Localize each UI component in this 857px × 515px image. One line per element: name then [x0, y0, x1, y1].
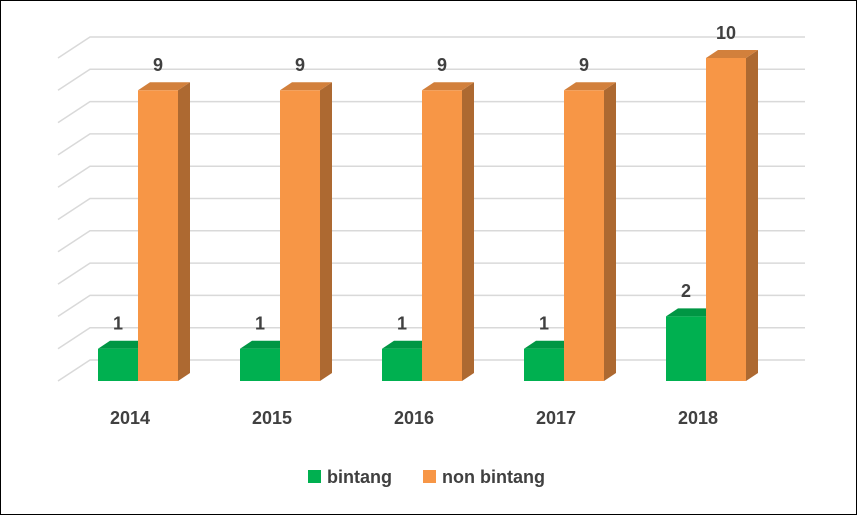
data-label: 10 [716, 23, 736, 43]
data-label: 9 [153, 55, 163, 75]
data-label: 2 [681, 281, 691, 301]
x-tick-label: 2018 [678, 408, 718, 428]
bar-top [138, 82, 190, 91]
bar-side [462, 82, 474, 382]
grid-line [57, 68, 805, 91]
legend-swatch [308, 470, 321, 483]
legend-label: bintang [327, 467, 392, 487]
bar-side [604, 82, 616, 382]
bar-front [422, 90, 462, 382]
bar [280, 82, 332, 382]
bar-front [666, 316, 706, 381]
data-label: 1 [539, 313, 549, 333]
bar-side [178, 82, 190, 382]
bar-side [746, 50, 758, 381]
data-label: 9 [579, 55, 589, 75]
x-tick-label: 2015 [252, 408, 292, 428]
bar-front [240, 348, 280, 381]
legend-label: non bintang [442, 467, 545, 487]
data-label: 1 [255, 313, 265, 333]
bar-front [382, 348, 422, 381]
bar-top [240, 340, 292, 349]
bar [422, 82, 474, 382]
data-label: 9 [295, 55, 305, 75]
bar-top [422, 82, 474, 91]
grid-line [57, 36, 805, 59]
x-tick-label: 2016 [394, 408, 434, 428]
data-label: 1 [397, 313, 407, 333]
bar-top [382, 340, 434, 349]
bar-top [666, 308, 718, 317]
bar-top [98, 340, 150, 349]
bar-front [524, 348, 564, 381]
bar-front [564, 90, 604, 382]
bar-front [98, 348, 138, 381]
bar-front [706, 58, 746, 381]
bar-top [524, 340, 576, 349]
data-label: 1 [113, 313, 123, 333]
bar-top [706, 50, 758, 58]
bar [138, 82, 190, 382]
bar-top [280, 82, 332, 91]
data-label: 9 [437, 55, 447, 75]
bar [564, 82, 616, 382]
legend-swatch [423, 470, 436, 483]
bar [706, 50, 758, 381]
x-tick-label: 2014 [110, 408, 150, 428]
bar-front [280, 90, 320, 382]
bar-top [564, 82, 616, 91]
x-tick-label: 2017 [536, 408, 576, 428]
bar-front [138, 90, 178, 382]
bar-side [320, 82, 332, 382]
